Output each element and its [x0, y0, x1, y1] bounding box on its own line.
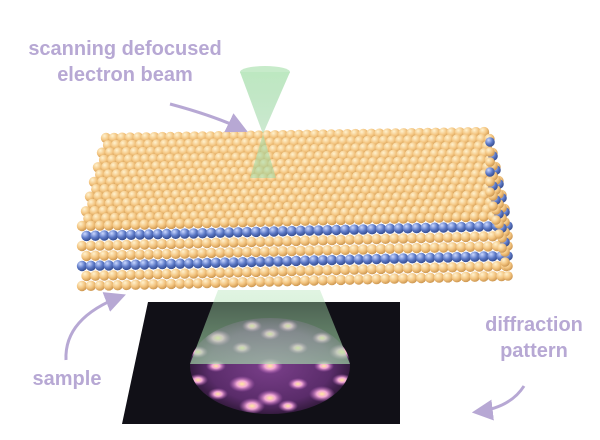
electron-beam	[240, 66, 290, 178]
sample-label-text: sample	[32, 368, 102, 390]
sample-label: sample	[22, 366, 112, 392]
pattern-label-line-1: diffraction	[485, 314, 583, 336]
pattern-label: diffraction pattern	[468, 312, 600, 364]
pattern-arrow	[471, 385, 526, 421]
pattern-label-line-2: pattern	[500, 340, 568, 362]
beam-label-line-1: scanning defocused	[28, 38, 222, 60]
beam-arrow	[169, 102, 248, 133]
beam-label: scanning defocused electron beam	[10, 36, 240, 88]
sample-crystal	[76, 126, 513, 292]
beam-label-line-2: electron beam	[57, 64, 193, 86]
sample-arrow	[64, 292, 126, 361]
transmitted-beam-cone	[190, 290, 350, 364]
